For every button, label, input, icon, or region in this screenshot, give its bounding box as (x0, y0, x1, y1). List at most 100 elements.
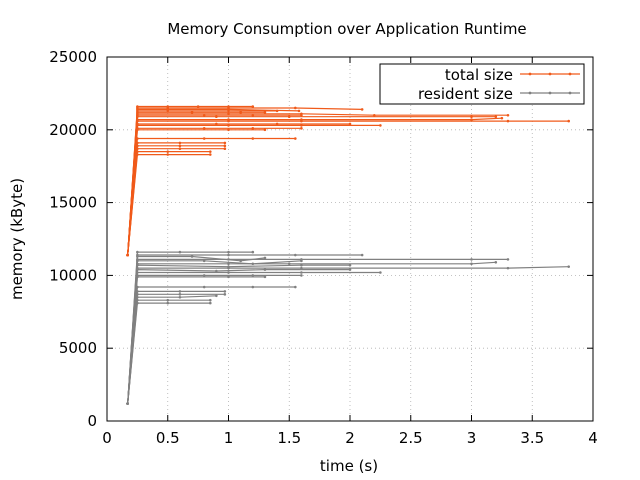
data-point (227, 253, 230, 257)
data-point (166, 109, 170, 113)
legend-label-resident-size: resident size (418, 85, 513, 103)
legend: total size resident size (379, 63, 585, 105)
data-point (227, 275, 230, 279)
data-point (297, 109, 301, 113)
series-line (127, 264, 350, 404)
data-point (251, 250, 255, 254)
data-point (348, 122, 352, 126)
series-line (127, 276, 265, 404)
data-point (223, 290, 227, 293)
y-tick-label: 25000 (49, 48, 97, 66)
data-point (300, 127, 303, 130)
data-point (223, 144, 227, 148)
data-point (506, 113, 510, 117)
data-point (178, 144, 182, 148)
data-point (300, 124, 303, 127)
series-line (127, 258, 508, 404)
data-point (166, 153, 170, 156)
series-line (127, 302, 211, 404)
x-tick-label: 0 (102, 429, 112, 447)
series-line (127, 154, 211, 256)
data-point (275, 109, 279, 113)
series-line (127, 148, 225, 256)
data-point (136, 124, 139, 127)
series-line (127, 255, 266, 404)
data-point (166, 301, 170, 305)
data-point (196, 105, 200, 108)
legend-marker (528, 91, 532, 95)
data-point (136, 144, 139, 148)
series-line (127, 111, 265, 256)
data-point (215, 294, 218, 298)
legend-marker (528, 72, 532, 76)
x-tick-label: 1.5 (277, 429, 301, 447)
data-point (136, 150, 139, 153)
series-line (127, 110, 278, 256)
data-point (506, 266, 510, 270)
y-axis-label: memory (kByte) (8, 178, 26, 300)
axis-ticks: 0 0.5 1 1.5 2 2.5 3 3.5 4 0 5000 10000 15000 20000 250… (49, 48, 597, 447)
data-point (202, 259, 206, 263)
x-tick-label: 0.5 (156, 429, 180, 447)
data-point (379, 271, 382, 274)
data-point (470, 258, 473, 261)
data-point (202, 285, 206, 289)
data-point (239, 259, 242, 263)
data-point (178, 293, 182, 296)
data-point (227, 124, 230, 127)
data-point (294, 285, 297, 289)
series-line (127, 123, 350, 256)
data-point (166, 150, 170, 153)
plot-frame (106, 56, 594, 422)
data-point (136, 115, 139, 118)
legend-marker (568, 91, 572, 95)
data-point (136, 137, 139, 140)
data-point (136, 250, 139, 254)
data-point (136, 275, 139, 279)
y-tick-label: 0 (87, 412, 97, 430)
data-point (348, 263, 352, 267)
data-point (202, 127, 206, 130)
data-point (178, 141, 182, 145)
chart-title: Memory Consumption over Application Runt… (167, 20, 526, 38)
x-tick-label: 2 (345, 429, 355, 447)
data-point (506, 119, 510, 123)
data-point (300, 263, 303, 267)
series-line (127, 268, 350, 404)
data-point (294, 106, 297, 110)
data-point (239, 111, 242, 114)
data-point (300, 113, 303, 117)
data-point (166, 298, 170, 302)
x-tick-label: 2.5 (399, 429, 423, 447)
data-point (202, 137, 206, 140)
y-tick-label: 5000 (59, 339, 97, 357)
data-point (215, 269, 218, 273)
data-point (500, 116, 504, 120)
data-point (227, 262, 230, 266)
data-point (227, 250, 230, 254)
data-point (251, 105, 255, 108)
data-point (215, 115, 218, 118)
x-tick-label: 1 (224, 429, 234, 447)
data-point (136, 128, 139, 132)
y-tick-label: 10000 (49, 266, 97, 284)
data-point (126, 253, 129, 257)
data-point (136, 259, 139, 263)
legend-label-total-size: total size (445, 66, 513, 84)
data-point (227, 119, 230, 123)
data-point (208, 153, 212, 156)
series-line (127, 145, 225, 256)
data-point (494, 115, 498, 118)
series-layer (126, 105, 570, 405)
data-point (251, 285, 255, 289)
data-point (470, 115, 473, 118)
series-line (127, 108, 300, 256)
data-point (136, 271, 139, 274)
series-line (127, 271, 381, 404)
data-point (136, 263, 139, 267)
series-line (127, 261, 496, 404)
data-point (136, 301, 139, 305)
data-point (202, 274, 206, 277)
data-point (300, 266, 303, 270)
data-point (227, 271, 230, 274)
